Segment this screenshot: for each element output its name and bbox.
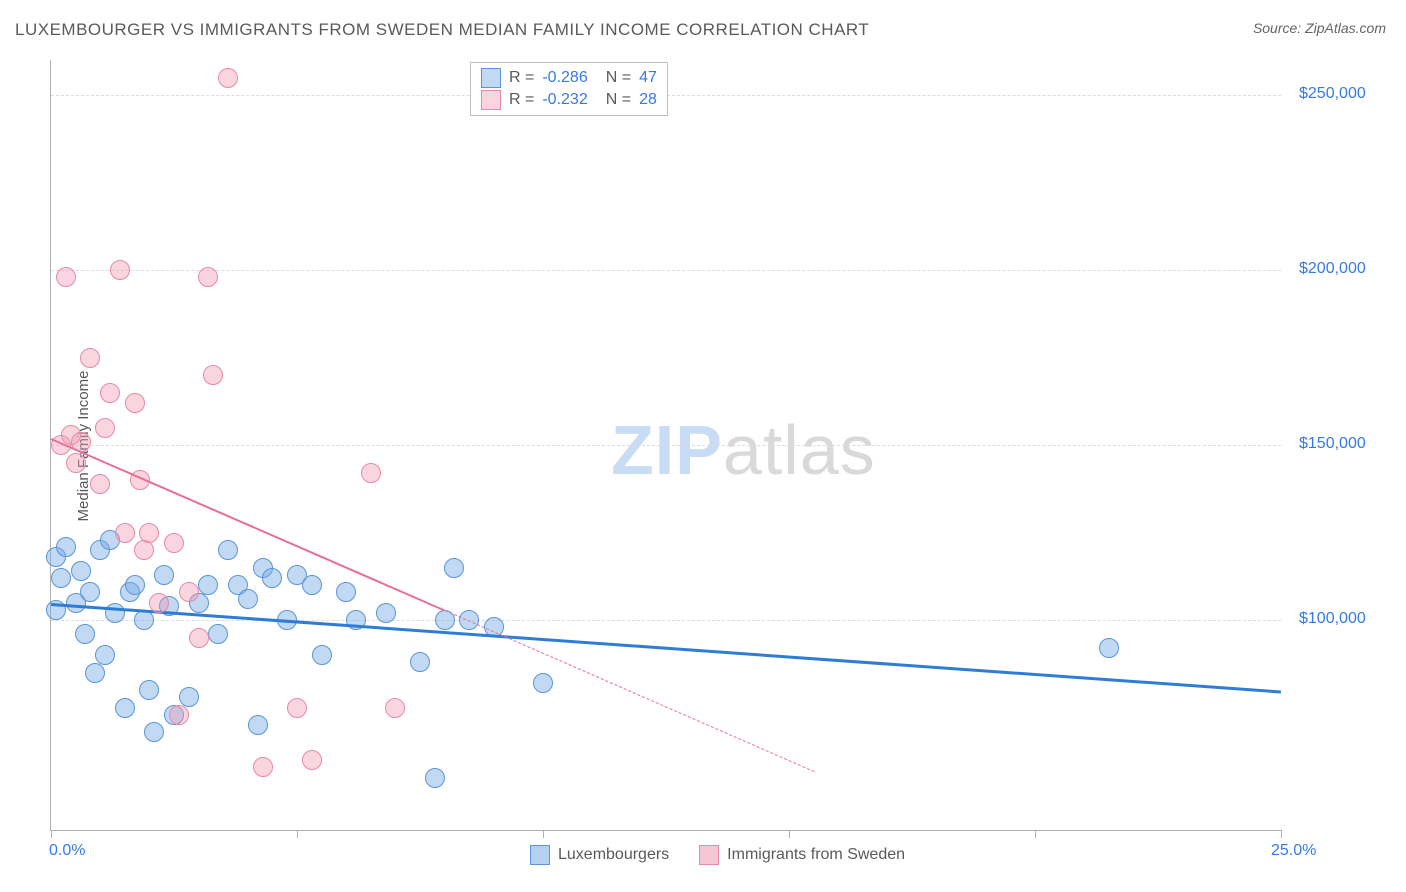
x-tick-label-max: 25.0% bbox=[1271, 842, 1316, 860]
data-point bbox=[90, 474, 110, 494]
data-point bbox=[56, 267, 76, 287]
data-point bbox=[198, 267, 218, 287]
data-point bbox=[179, 582, 199, 602]
correlation-legend: R = -0.286 N = 47 R = -0.232 N = 28 bbox=[470, 62, 668, 116]
data-point bbox=[95, 418, 115, 438]
legend-n-label: N = bbox=[606, 69, 631, 87]
x-tick bbox=[789, 830, 790, 838]
data-point bbox=[218, 68, 238, 88]
chart-container: LUXEMBOURGER VS IMMIGRANTS FROM SWEDEN M… bbox=[0, 0, 1406, 892]
watermark: ZIPatlas bbox=[611, 410, 876, 490]
legend-item: Immigrants from Sweden bbox=[699, 845, 905, 865]
x-tick bbox=[1035, 830, 1036, 838]
plot-area: ZIPatlas $100,000$150,000$200,000$250,00… bbox=[50, 60, 1281, 831]
y-tick-label: $100,000 bbox=[1299, 610, 1366, 628]
legend-label: Luxembourgers bbox=[558, 846, 669, 864]
data-point bbox=[51, 568, 71, 588]
data-point bbox=[139, 523, 159, 543]
data-point bbox=[125, 575, 145, 595]
legend-r-value: -0.232 bbox=[542, 91, 587, 109]
x-tick bbox=[51, 830, 52, 838]
data-point bbox=[248, 715, 268, 735]
data-point bbox=[169, 705, 189, 725]
data-point bbox=[410, 652, 430, 672]
data-point bbox=[115, 698, 135, 718]
legend-n-label: N = bbox=[606, 91, 631, 109]
data-point bbox=[253, 757, 273, 777]
y-tick-label: $150,000 bbox=[1299, 435, 1366, 453]
data-point bbox=[198, 575, 218, 595]
legend-r-label: R = bbox=[509, 69, 534, 87]
legend-n-value: 47 bbox=[639, 69, 657, 87]
data-point bbox=[71, 561, 91, 581]
legend-swatch bbox=[481, 68, 501, 88]
data-point bbox=[144, 722, 164, 742]
data-point bbox=[262, 568, 282, 588]
x-tick-label-min: 0.0% bbox=[49, 842, 85, 860]
data-point bbox=[56, 537, 76, 557]
chart-title: LUXEMBOURGER VS IMMIGRANTS FROM SWEDEN M… bbox=[15, 20, 869, 40]
data-point bbox=[115, 523, 135, 543]
data-point bbox=[85, 663, 105, 683]
x-tick bbox=[543, 830, 544, 838]
data-point bbox=[95, 645, 115, 665]
data-point bbox=[444, 558, 464, 578]
data-point bbox=[287, 698, 307, 718]
data-point bbox=[154, 565, 174, 585]
data-point bbox=[203, 365, 223, 385]
data-point bbox=[66, 453, 86, 473]
legend-swatch bbox=[481, 90, 501, 110]
data-point bbox=[100, 383, 120, 403]
data-point bbox=[80, 582, 100, 602]
data-point bbox=[125, 393, 145, 413]
data-point bbox=[425, 768, 445, 788]
data-point bbox=[105, 603, 125, 623]
data-point bbox=[164, 533, 184, 553]
data-point bbox=[376, 603, 396, 623]
data-point bbox=[149, 593, 169, 613]
trend-line-extension bbox=[444, 610, 813, 772]
y-tick-label: $250,000 bbox=[1299, 85, 1366, 103]
data-point bbox=[302, 575, 322, 595]
data-point bbox=[208, 624, 228, 644]
watermark-zip: ZIP bbox=[611, 411, 723, 489]
source-label: Source: ZipAtlas.com bbox=[1253, 20, 1386, 36]
data-point bbox=[238, 589, 258, 609]
series-legend: Luxembourgers Immigrants from Sweden bbox=[530, 845, 905, 865]
legend-r-value: -0.286 bbox=[542, 69, 587, 87]
data-point bbox=[312, 645, 332, 665]
data-point bbox=[336, 582, 356, 602]
legend-stat-row: R = -0.232 N = 28 bbox=[481, 89, 657, 111]
legend-stat-row: R = -0.286 N = 47 bbox=[481, 67, 657, 89]
data-point bbox=[110, 260, 130, 280]
y-tick-label: $200,000 bbox=[1299, 260, 1366, 278]
gridline bbox=[51, 270, 1281, 271]
data-point bbox=[75, 624, 95, 644]
legend-swatch bbox=[530, 845, 550, 865]
data-point bbox=[134, 540, 154, 560]
data-point bbox=[533, 673, 553, 693]
legend-label: Immigrants from Sweden bbox=[727, 846, 905, 864]
x-tick bbox=[297, 830, 298, 838]
gridline bbox=[51, 620, 1281, 621]
data-point bbox=[218, 540, 238, 560]
data-point bbox=[1099, 638, 1119, 658]
data-point bbox=[302, 750, 322, 770]
legend-swatch bbox=[699, 845, 719, 865]
legend-item: Luxembourgers bbox=[530, 845, 669, 865]
data-point bbox=[80, 348, 100, 368]
data-point bbox=[139, 680, 159, 700]
x-tick bbox=[1281, 830, 1282, 838]
data-point bbox=[361, 463, 381, 483]
trend-line bbox=[51, 603, 1281, 693]
legend-r-label: R = bbox=[509, 91, 534, 109]
gridline bbox=[51, 445, 1281, 446]
data-point bbox=[385, 698, 405, 718]
watermark-atlas: atlas bbox=[723, 411, 876, 489]
data-point bbox=[189, 628, 209, 648]
legend-n-value: 28 bbox=[639, 91, 657, 109]
